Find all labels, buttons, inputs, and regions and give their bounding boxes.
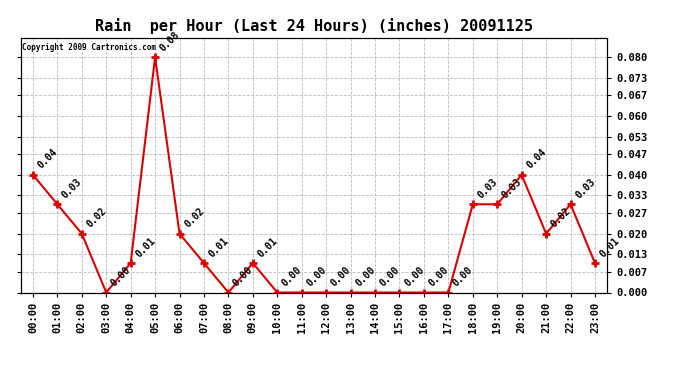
Text: 0.08: 0.08 bbox=[158, 29, 181, 53]
Text: 0.00: 0.00 bbox=[426, 265, 451, 288]
Text: 0.02: 0.02 bbox=[85, 206, 108, 230]
Text: 0.01: 0.01 bbox=[207, 235, 230, 259]
Text: 0.00: 0.00 bbox=[304, 265, 328, 288]
Text: Copyright 2009 Cartronics.com: Copyright 2009 Cartronics.com bbox=[22, 43, 156, 52]
Text: 0.03: 0.03 bbox=[475, 176, 500, 200]
Text: 0.04: 0.04 bbox=[524, 147, 548, 171]
Text: 0.00: 0.00 bbox=[402, 265, 426, 288]
Text: 0.00: 0.00 bbox=[378, 265, 402, 288]
Text: 0.02: 0.02 bbox=[182, 206, 206, 230]
Text: 0.00: 0.00 bbox=[231, 265, 255, 288]
Title: Rain  per Hour (Last 24 Hours) (inches) 20091125: Rain per Hour (Last 24 Hours) (inches) 2… bbox=[95, 18, 533, 33]
Text: 0.01: 0.01 bbox=[133, 235, 157, 259]
Text: 0.00: 0.00 bbox=[329, 265, 353, 288]
Text: 0.00: 0.00 bbox=[353, 265, 377, 288]
Text: 0.00: 0.00 bbox=[109, 265, 132, 288]
Text: 0.01: 0.01 bbox=[598, 235, 622, 259]
Text: 0.03: 0.03 bbox=[573, 176, 597, 200]
Text: 0.02: 0.02 bbox=[549, 206, 573, 230]
Text: 0.04: 0.04 bbox=[36, 147, 59, 171]
Text: 0.03: 0.03 bbox=[60, 176, 83, 200]
Text: 0.01: 0.01 bbox=[255, 235, 279, 259]
Text: 0.00: 0.00 bbox=[280, 265, 304, 288]
Text: 0.00: 0.00 bbox=[451, 265, 475, 288]
Text: 0.03: 0.03 bbox=[500, 176, 524, 200]
